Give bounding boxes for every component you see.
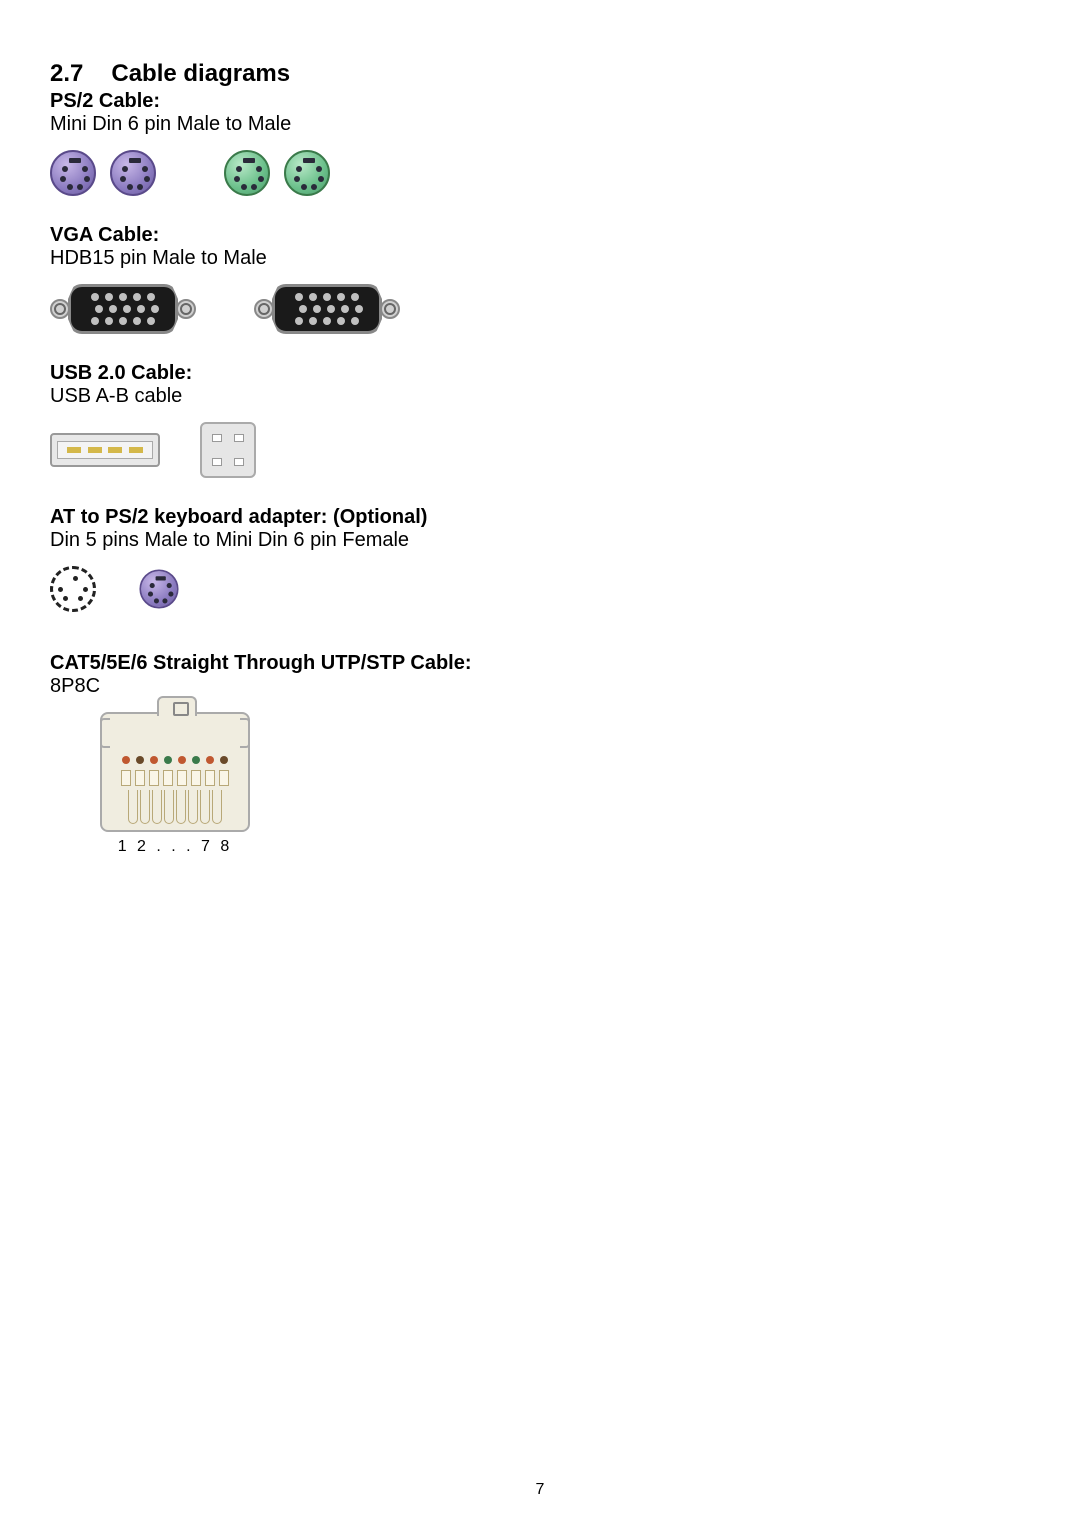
rj45-pin-label: 1 2 . . . 7 8	[90, 838, 260, 856]
vga-title: VGA Cable:	[50, 224, 1030, 247]
ps2-green-connector-icon	[284, 150, 330, 196]
cat5-block: CAT5/5E/6 Straight Through UTP/STP Cable…	[50, 652, 1030, 856]
ps2-green-connector-icon	[224, 150, 270, 196]
vga-connector-icon	[50, 284, 196, 334]
section-number: 2.7	[50, 60, 83, 88]
ps2-block: PS/2 Cable: Mini Din 6 pin Male to Male	[50, 90, 1030, 196]
ps2-purple-connector-icon	[50, 150, 96, 196]
cat5-desc: 8P8C	[50, 675, 1030, 698]
section-heading: 2.7 Cable diagrams	[50, 60, 1030, 88]
rj45-connector-icon	[100, 712, 250, 832]
rj45-diagram: 1 2 . . . 7 8	[90, 712, 260, 856]
at-diagram-row	[50, 566, 1030, 612]
ps2-purple-connector-icon	[139, 569, 178, 608]
section-title: Cable diagrams	[111, 60, 290, 87]
usb-a-connector-icon	[50, 433, 160, 467]
usb-block: USB 2.0 Cable: USB A-B cable	[50, 362, 1030, 478]
vga-block: VGA Cable: HDB15 pin Male to Male	[50, 224, 1030, 334]
vga-desc: HDB15 pin Male to Male	[50, 247, 1030, 270]
cat5-title: CAT5/5E/6 Straight Through UTP/STP Cable…	[50, 652, 1030, 675]
ps2-diagram-row	[50, 150, 1030, 196]
usb-desc: USB A-B cable	[50, 385, 1030, 408]
at-title: AT to PS/2 keyboard adapter: (Optional)	[50, 506, 1030, 529]
at-adapter-block: AT to PS/2 keyboard adapter: (Optional) …	[50, 506, 1030, 612]
din5-connector-icon	[50, 566, 96, 612]
ps2-purple-connector-icon	[110, 150, 156, 196]
vga-diagram-row	[50, 284, 1030, 334]
usb-diagram-row	[50, 422, 1030, 478]
vga-connector-icon	[254, 284, 400, 334]
ps2-title: PS/2 Cable:	[50, 90, 1030, 113]
page-number: 7	[0, 1481, 1080, 1499]
ps2-desc: Mini Din 6 pin Male to Male	[50, 113, 1030, 136]
at-desc: Din 5 pins Male to Mini Din 6 pin Female	[50, 529, 1030, 552]
usb-title: USB 2.0 Cable:	[50, 362, 1030, 385]
usb-b-connector-icon	[200, 422, 256, 478]
